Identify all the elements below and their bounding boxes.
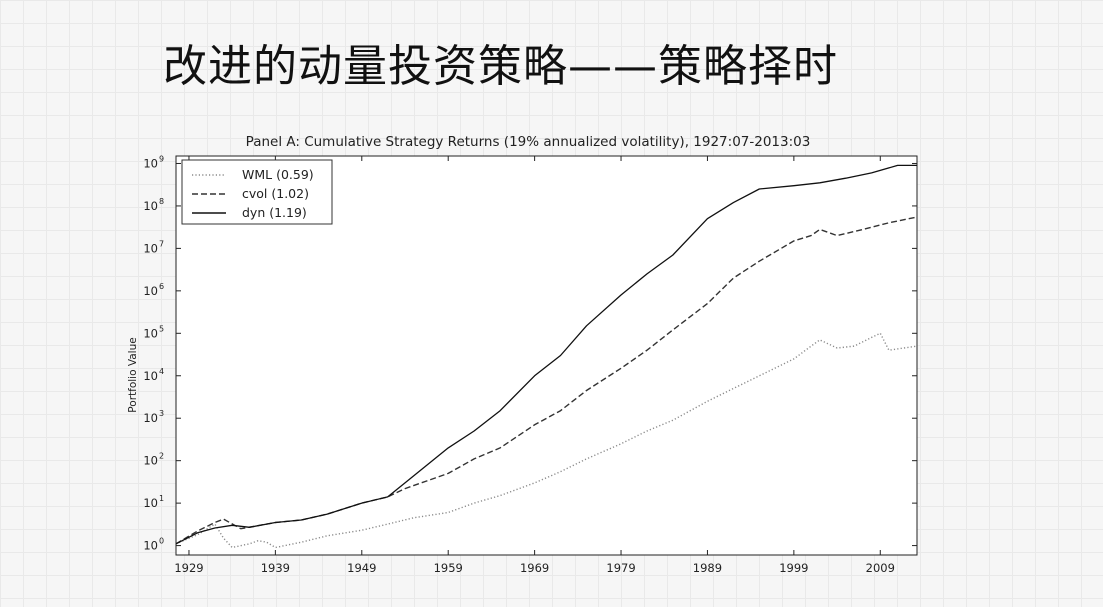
x-tick-label: 1979 (606, 561, 635, 575)
x-tick-label: 1949 (347, 561, 376, 575)
y-tick-label: 10 (143, 496, 158, 510)
x-tick-label: 2009 (866, 561, 895, 575)
x-tick-label: 1929 (174, 561, 203, 575)
legend-label: dyn (1.19) (242, 205, 307, 220)
y-tick-label: 10 (143, 369, 158, 383)
chart-figure: Panel A: Cumulative Strategy Returns (19… (118, 120, 938, 590)
y-tick-exponent: 8 (159, 197, 164, 206)
legend-label: WML (0.59) (242, 167, 314, 182)
y-tick-exponent: 3 (159, 409, 164, 418)
y-tick-label: 10 (143, 326, 158, 340)
x-tick-label: 1999 (779, 561, 808, 575)
y-tick-exponent: 4 (159, 367, 164, 376)
y-tick-exponent: 7 (159, 239, 164, 248)
legend: WML (0.59) cvol (1.02) dyn (1.19) (181, 159, 333, 225)
x-tick-label: 1969 (520, 561, 549, 575)
x-tick-label: 1939 (261, 561, 290, 575)
y-tick-exponent: 0 (159, 537, 164, 546)
y-axis-label: Portfolio Value (127, 337, 139, 412)
y-tick-label: 10 (143, 156, 158, 170)
y-tick-label: 10 (143, 241, 158, 255)
chart-title: Panel A: Cumulative Strategy Returns (19… (246, 134, 811, 150)
y-tick-label: 10 (143, 199, 158, 213)
y-tick-exponent: 2 (159, 452, 164, 461)
chart-svg: Panel A: Cumulative Strategy Returns (19… (127, 134, 918, 575)
series-line-3 (175, 164, 917, 545)
x-tick-label: 1989 (693, 561, 722, 575)
slide-title: 改进的动量投资策略——策略择时 (163, 41, 838, 92)
legend-label: cvol (1.02) (242, 186, 309, 201)
x-tick-label: 1959 (434, 561, 463, 575)
y-tick-exponent: 1 (159, 494, 164, 503)
series-lines (175, 164, 918, 549)
y-tick-label: 10 (143, 411, 158, 425)
y-tick-label: 10 (143, 284, 158, 298)
y-tick-exponent: 9 (159, 154, 164, 163)
y-tick-label: 10 (143, 454, 158, 468)
y-tick-label: 10 (143, 539, 158, 553)
y-tick-exponent: 6 (159, 282, 164, 291)
y-tick-exponent: 5 (159, 324, 164, 333)
